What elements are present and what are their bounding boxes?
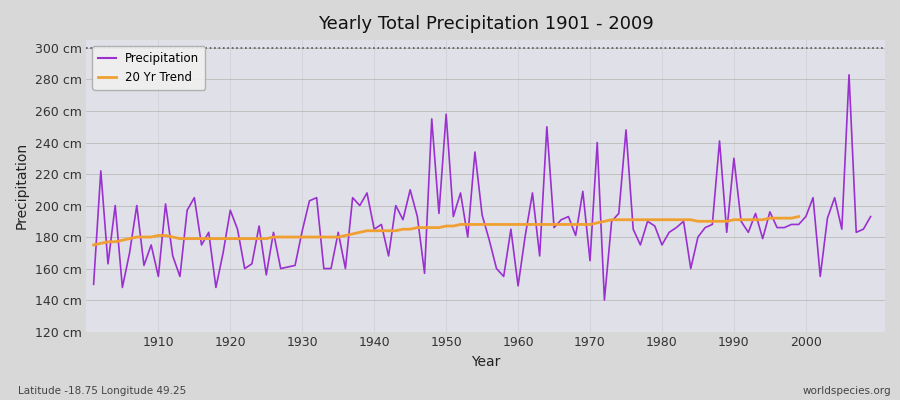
Legend: Precipitation, 20 Yr Trend: Precipitation, 20 Yr Trend [93,46,205,90]
Text: Latitude -18.75 Longitude 49.25: Latitude -18.75 Longitude 49.25 [18,386,186,396]
Title: Yearly Total Precipitation 1901 - 2009: Yearly Total Precipitation 1901 - 2009 [318,15,653,33]
Text: worldspecies.org: worldspecies.org [803,386,891,396]
Y-axis label: Precipitation: Precipitation [15,142,29,230]
X-axis label: Year: Year [471,355,500,369]
